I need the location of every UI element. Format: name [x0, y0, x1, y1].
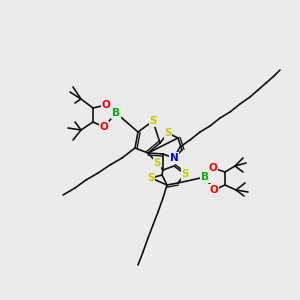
Text: B: B [112, 108, 120, 118]
Text: S: S [147, 173, 155, 183]
Text: B: B [201, 172, 209, 182]
Text: O: O [208, 163, 217, 173]
Text: S: S [153, 158, 161, 168]
Text: N: N [169, 153, 178, 163]
Text: S: S [164, 128, 172, 138]
Text: O: O [102, 100, 110, 110]
Text: S: S [181, 169, 189, 179]
Text: O: O [100, 122, 108, 132]
Text: O: O [210, 185, 218, 195]
Text: S: S [149, 116, 157, 126]
